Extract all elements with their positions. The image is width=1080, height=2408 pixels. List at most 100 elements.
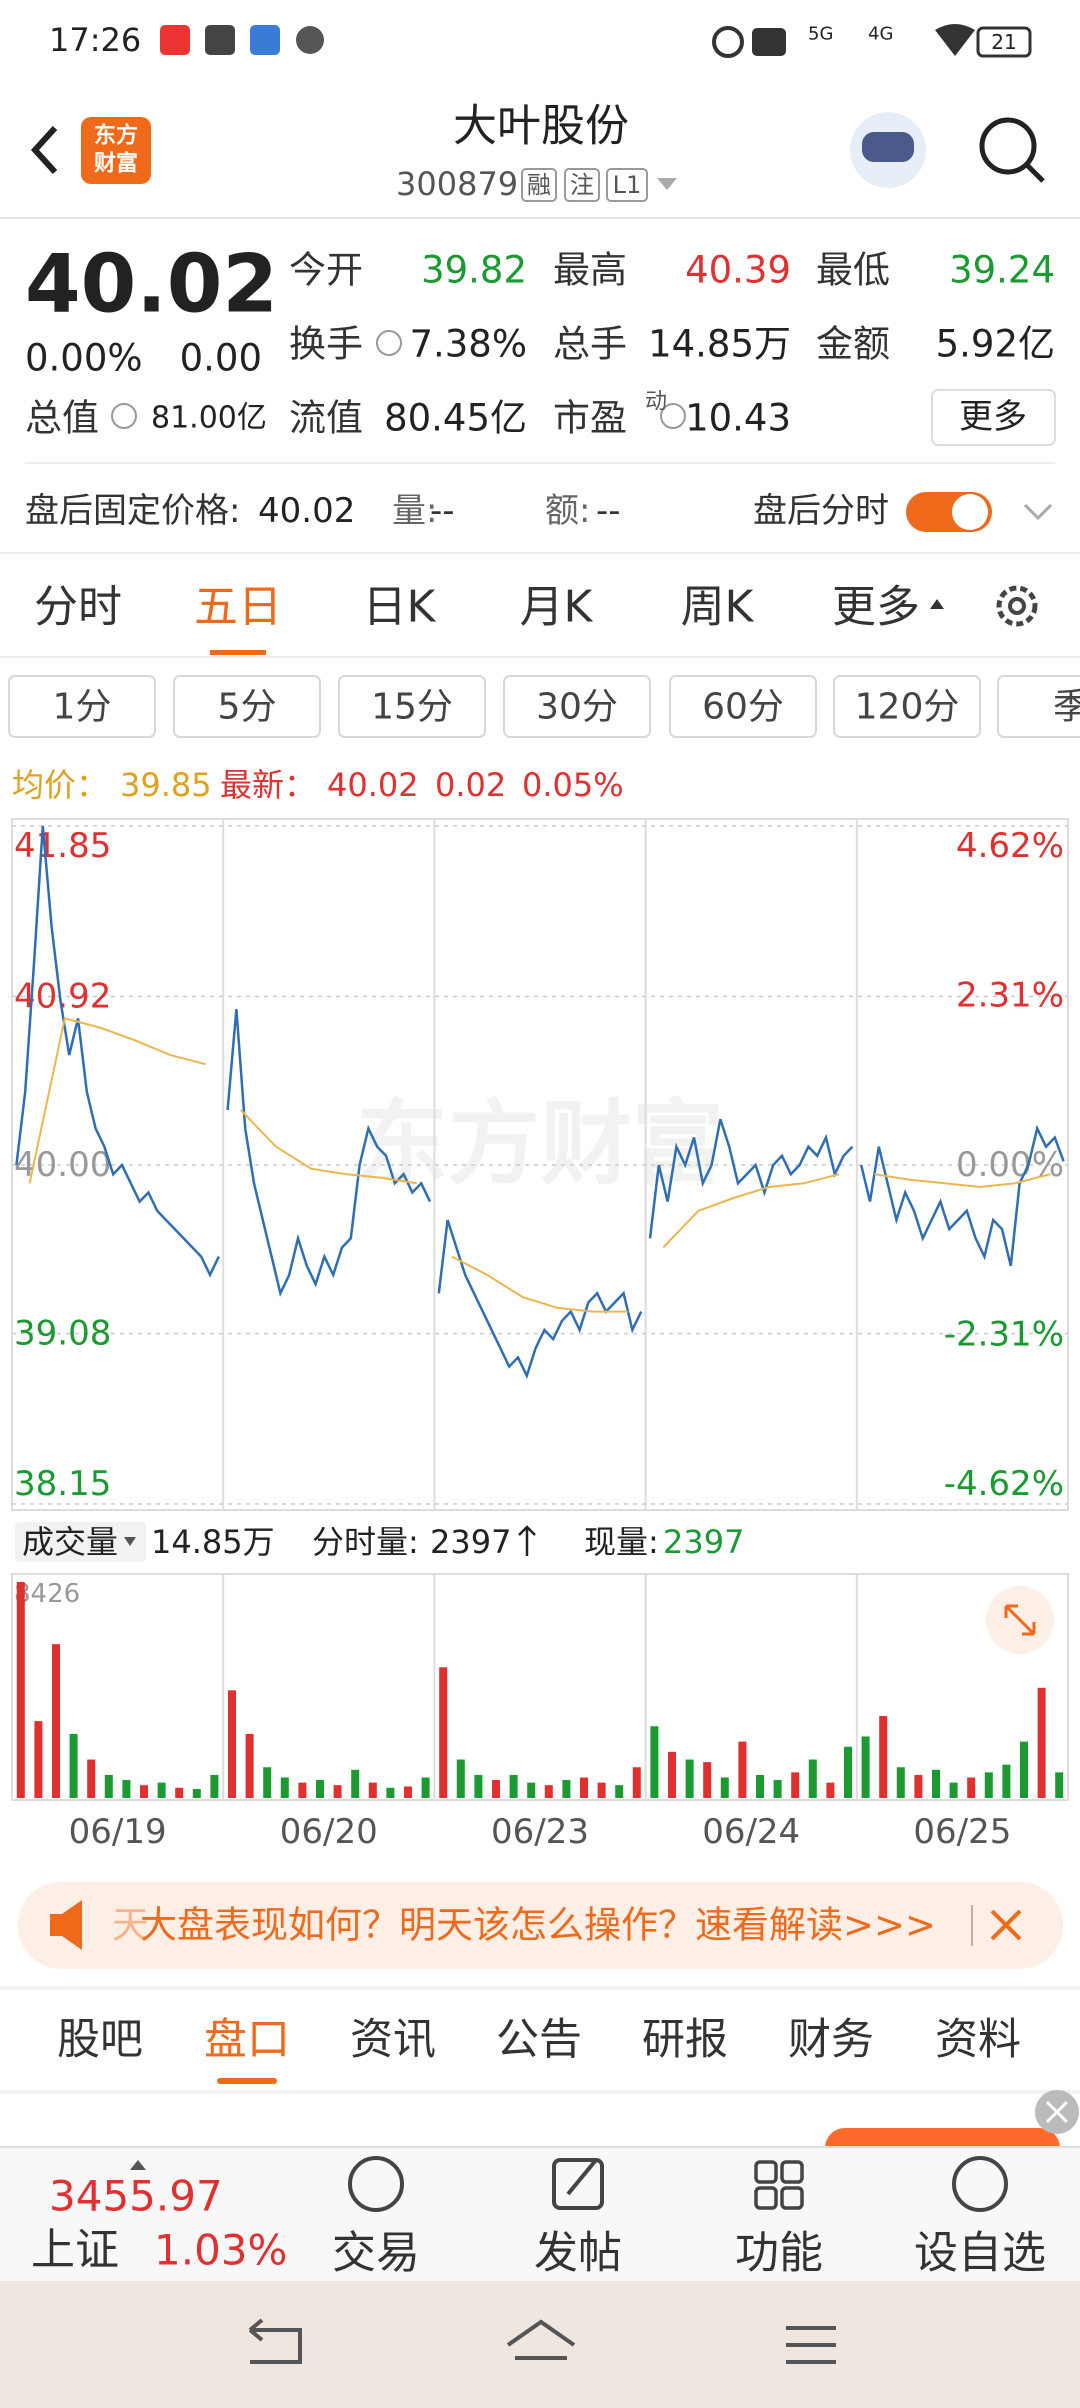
volume-bar: [280, 1777, 289, 1798]
interval-button[interactable]: [8, 675, 156, 738]
volume-bar: [87, 1759, 96, 1798]
logo: [81, 117, 151, 184]
action-label[interactable]: 设自选: [914, 2228, 1046, 2279]
change-pct: 0.00%: [25, 337, 143, 380]
interval-label: 30分: [536, 687, 618, 728]
volume-bar: [826, 1782, 835, 1798]
interval-button[interactable]: [833, 675, 981, 738]
banner-close[interactable]: [990, 1909, 1022, 1941]
volume-total: 14.85万: [151, 1523, 275, 1561]
back-button[interactable]: [30, 125, 58, 175]
more-button[interactable]: [931, 389, 1056, 446]
settings-button[interactable]: [996, 585, 1038, 627]
y2-tick-label: -4.62%: [944, 1464, 1064, 1504]
search-handle: [1025, 163, 1045, 183]
app-icon: [250, 25, 280, 55]
volume-bar: [808, 1759, 817, 1798]
info-icon[interactable]: [660, 403, 686, 429]
volume-bar: [632, 1767, 641, 1798]
tag-box: [564, 168, 600, 202]
action-label[interactable]: 发帖: [534, 2228, 622, 2279]
volume-value: 2397: [663, 1523, 744, 1561]
megaphone-icon: [50, 1900, 82, 1950]
volume-bar: [773, 1780, 782, 1798]
period-tab[interactable]: 五日: [194, 582, 282, 633]
network: 4G: [868, 24, 893, 45]
volume-label: 现量:: [584, 1523, 659, 1561]
volume-bar: [16, 1582, 25, 1798]
period-tab[interactable]: 日K: [363, 582, 437, 633]
interval-button[interactable]: [669, 675, 817, 738]
content-tab[interactable]: 公告: [496, 2015, 582, 2065]
stat-value: 39.82: [421, 249, 527, 292]
volume-bar: [175, 1787, 184, 1798]
action-label[interactable]: 功能: [735, 2228, 823, 2279]
after-label: 盘后固定价格:: [25, 491, 240, 531]
volume-bar: [844, 1746, 852, 1798]
x-tick-label: 06/23: [491, 1812, 589, 1852]
volume-bar: [720, 1777, 729, 1798]
after-label: 量:: [392, 491, 437, 531]
toggle-knob: [952, 494, 988, 530]
status-time: 17:26: [49, 21, 141, 59]
trade-icon[interactable]: [348, 2156, 404, 2212]
content-tab[interactable]: 盘口: [204, 2015, 290, 2065]
volume-bar: [52, 1644, 60, 1798]
nav-menu[interactable]: [786, 2326, 836, 2364]
post-icon[interactable]: [552, 2158, 604, 2210]
content-tab[interactable]: 资料: [935, 2015, 1021, 2065]
banner-fade: 天: [112, 1904, 149, 1947]
stat-label: 市盈: [553, 397, 627, 440]
interval-button[interactable]: [173, 675, 321, 738]
action-label[interactable]: 交易: [332, 2228, 420, 2279]
nav-bar: [0, 2281, 1080, 2408]
watchlist-icon[interactable]: [952, 2156, 1008, 2212]
nav-home[interactable]: [506, 2319, 576, 2360]
banner-text[interactable]: 大盘表现如何？明天该怎么操作？速看解读>>>: [140, 1904, 936, 1947]
content-tab[interactable]: 研报: [642, 2015, 728, 2065]
interval-button[interactable]: [338, 675, 486, 738]
legend-value: 39.85: [120, 766, 212, 804]
info-icon[interactable]: [376, 330, 402, 356]
dropdown-arrow[interactable]: [657, 178, 677, 190]
tag: 注: [570, 171, 594, 199]
volume-label: 分时量:: [312, 1523, 419, 1561]
function-icon[interactable]: [754, 2160, 778, 2184]
info-icon[interactable]: [111, 403, 137, 429]
tab-indicator: [217, 2078, 277, 2084]
volume-bar: [738, 1741, 747, 1798]
volume-bar: [685, 1759, 694, 1798]
stat-label: 今开: [289, 249, 363, 292]
period-tab[interactable]: 周K: [681, 582, 755, 633]
volume-bar: [263, 1767, 272, 1798]
period-tab[interactable]: 分时: [34, 582, 122, 633]
interval-button[interactable]: [503, 675, 651, 738]
content-tab[interactable]: 财务: [788, 2015, 874, 2065]
stat-label: 总手: [553, 323, 627, 366]
period-tab[interactable]: 更多: [832, 582, 920, 633]
volume-bar: [668, 1751, 676, 1798]
stat-value: 80.45亿: [384, 397, 527, 440]
content-tab[interactable]: 资讯: [350, 2015, 436, 2065]
banner[interactable]: [18, 1882, 1063, 1969]
volume-bar: [439, 1667, 448, 1798]
expand-chevron[interactable]: [1023, 503, 1053, 521]
function-icon: [754, 2186, 778, 2210]
search-button[interactable]: [979, 117, 1037, 175]
period-tab[interactable]: 月K: [520, 582, 594, 633]
volume-bar: [210, 1774, 219, 1798]
content-tab[interactable]: 股吧: [57, 2015, 143, 2065]
y2-tick-label: -2.31%: [944, 1315, 1064, 1355]
legend-value: 40.02: [327, 766, 419, 804]
divider: [0, 1986, 1080, 1990]
index-arrow: [130, 2160, 146, 2170]
stat-value: 7.38%: [409, 323, 527, 366]
volume-bar: [298, 1782, 307, 1798]
tag: L1: [613, 171, 642, 199]
volume-bar: [896, 1767, 905, 1798]
volume-selector[interactable]: [15, 1522, 146, 1562]
more-button-label[interactable]: 更多: [959, 397, 1027, 437]
interval-button[interactable]: [997, 675, 1080, 738]
nav-back[interactable]: [248, 2318, 302, 2364]
y-tick-label: 8426: [14, 1579, 80, 1609]
